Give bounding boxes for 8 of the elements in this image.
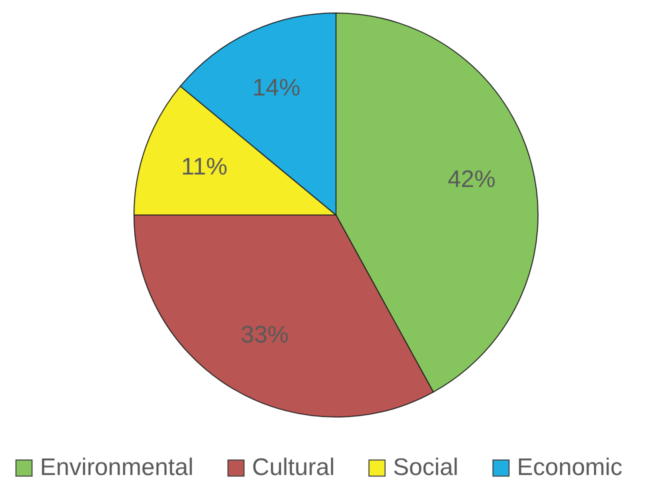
legend-label: Environmental — [40, 454, 194, 480]
data-label: 11% — [181, 154, 228, 181]
legend-label: Cultural — [252, 454, 335, 480]
legend-label: Social — [393, 454, 458, 480]
legend-label: Economic — [517, 454, 622, 480]
data-label: 42% — [448, 166, 496, 194]
data-label: 14% — [252, 74, 300, 102]
data-label: 33% — [240, 322, 289, 349]
